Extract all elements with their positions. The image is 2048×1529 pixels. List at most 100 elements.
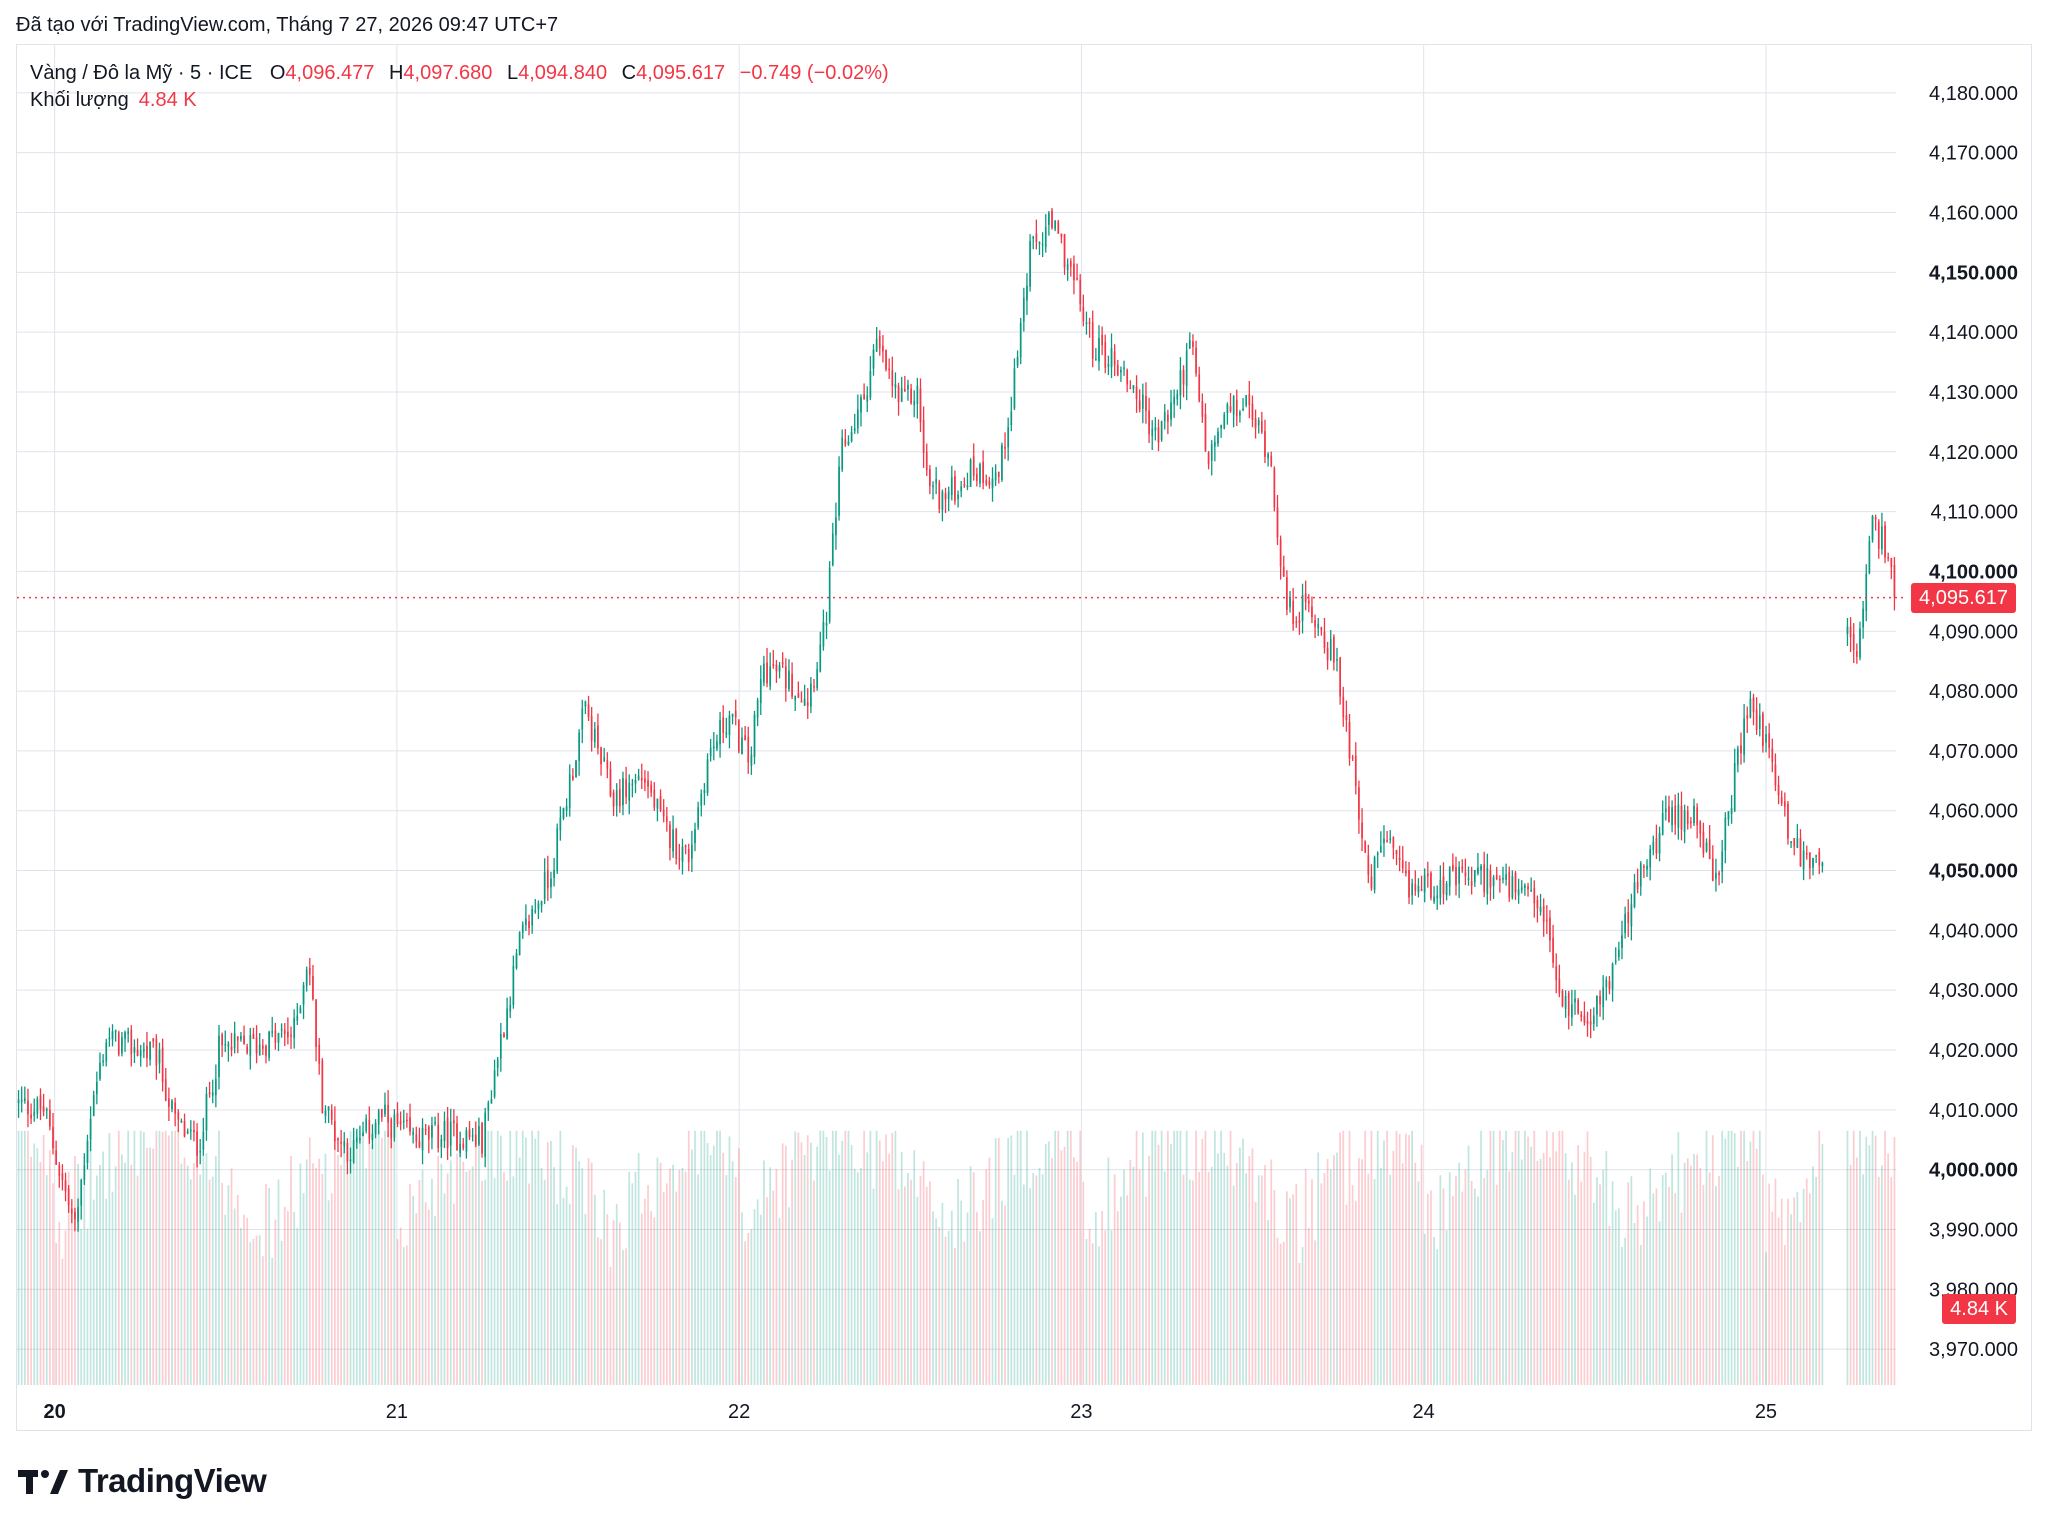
- candle-body: [600, 747, 602, 765]
- candle-body: [86, 1140, 89, 1164]
- volume-bar: [634, 1171, 637, 1385]
- volume-bar: [453, 1203, 455, 1385]
- candle-body: [359, 1138, 361, 1141]
- volume-bar: [1452, 1195, 1454, 1385]
- candle-body: [985, 480, 988, 485]
- volume-bar: [1320, 1183, 1323, 1385]
- candle-body: [1664, 808, 1667, 812]
- candle-body: [1724, 817, 1727, 851]
- candle-body: [1752, 697, 1755, 713]
- candle-body: [1436, 895, 1439, 899]
- volume-bar: [1289, 1198, 1291, 1385]
- candle-body: [255, 1037, 258, 1054]
- volume-bar: [1787, 1198, 1789, 1385]
- volume-bar: [1517, 1130, 1520, 1385]
- candle-body: [205, 1094, 208, 1131]
- candle-body: [1361, 822, 1363, 839]
- volume-bar: [130, 1164, 133, 1385]
- volume-bar: [882, 1161, 884, 1385]
- candle-body: [1342, 696, 1345, 718]
- candle-body: [1865, 573, 1868, 612]
- volume-bar: [343, 1141, 346, 1385]
- candle-body: [1354, 755, 1357, 786]
- tradingview-logo[interactable]: TradingView: [18, 1462, 267, 1500]
- volume-bar: [747, 1233, 750, 1385]
- candle-body: [1411, 883, 1414, 896]
- volume-bar: [1492, 1130, 1495, 1385]
- candle-body: [678, 858, 681, 860]
- volume-bar: [1348, 1130, 1351, 1385]
- candle-body: [449, 1121, 452, 1146]
- volume-bar: [265, 1183, 267, 1385]
- volume-bar: [406, 1245, 408, 1385]
- volume-bar: [678, 1170, 681, 1385]
- candle-body: [1527, 886, 1529, 890]
- candle-body: [1602, 987, 1605, 1008]
- volume-bar: [941, 1202, 944, 1385]
- candle-body: [562, 807, 565, 819]
- candle-body: [1398, 857, 1401, 860]
- candle-body: [1696, 807, 1699, 826]
- candle-body: [202, 1131, 205, 1150]
- candle-body: [1270, 455, 1273, 466]
- candle-body: [1235, 399, 1238, 417]
- volume-bar: [1727, 1130, 1730, 1385]
- volume-bar: [1282, 1241, 1285, 1385]
- volume-bar: [712, 1145, 715, 1385]
- candle-body: [1771, 748, 1774, 763]
- volume-bar: [947, 1230, 950, 1385]
- volume-bar: [227, 1185, 230, 1385]
- candle-body: [146, 1045, 148, 1058]
- candle-body: [665, 816, 668, 822]
- candle-body: [33, 1111, 36, 1116]
- candle-body: [1589, 1021, 1592, 1025]
- candle-body: [1758, 715, 1761, 729]
- candle-body: [374, 1123, 377, 1135]
- volume-bar: [1655, 1188, 1658, 1385]
- volume-bar: [803, 1155, 806, 1385]
- volume-bar: [1881, 1165, 1883, 1385]
- volume-bar: [1123, 1169, 1125, 1385]
- volume-bar: [988, 1157, 991, 1385]
- volume-bar: [744, 1241, 746, 1385]
- candle-body: [77, 1206, 79, 1222]
- volume-bar: [1467, 1145, 1470, 1385]
- candle-body: [960, 486, 963, 492]
- candle-body: [1768, 733, 1771, 749]
- volume-bar: [1862, 1174, 1864, 1385]
- candle-body: [67, 1188, 70, 1206]
- candle-body: [1802, 850, 1805, 870]
- candle-body: [1552, 937, 1554, 963]
- volume-bar: [290, 1156, 292, 1385]
- volume-bar: [1574, 1194, 1576, 1385]
- volume-bar: [578, 1161, 580, 1385]
- candle-body: [1746, 715, 1749, 719]
- volume-bar: [124, 1162, 126, 1385]
- chart-frame[interactable]: [16, 44, 2032, 1431]
- volume-bar: [1583, 1152, 1586, 1385]
- volume-bar: [907, 1172, 909, 1385]
- candle-body: [546, 870, 549, 889]
- candle-body: [1326, 648, 1329, 661]
- candle-body: [1260, 421, 1263, 433]
- candle-body: [80, 1179, 83, 1206]
- volume-bar: [274, 1219, 277, 1385]
- y-tick-label: 4,110.000: [1931, 502, 2019, 524]
- volume-bar: [916, 1196, 919, 1385]
- candle-body: [61, 1173, 64, 1180]
- volume-bar: [1693, 1153, 1695, 1385]
- candle-body: [1477, 867, 1479, 874]
- volume-bar: [1680, 1212, 1683, 1385]
- volume-bar: [1718, 1175, 1720, 1385]
- candle-body: [1702, 831, 1705, 854]
- volume-bar: [1235, 1162, 1238, 1385]
- candle-body: [856, 409, 859, 429]
- candle-body: [1683, 810, 1686, 833]
- volume-bar: [781, 1143, 784, 1385]
- candle-body: [778, 665, 781, 672]
- candle-body: [249, 1035, 252, 1056]
- volume-bar: [841, 1140, 844, 1385]
- volume-bar: [1138, 1169, 1141, 1385]
- candle-body: [803, 698, 806, 706]
